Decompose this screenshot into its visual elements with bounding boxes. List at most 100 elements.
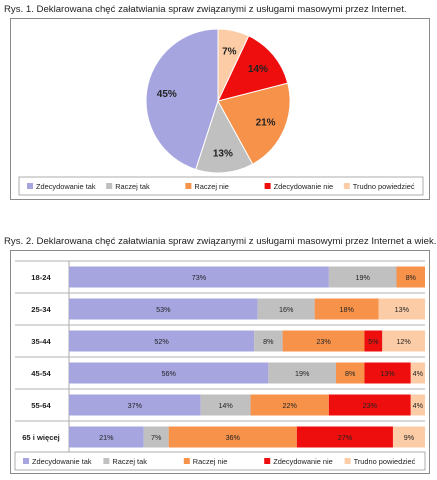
bar-raczej-tak-65-i-wiecej [143,426,169,448]
pie-chart-frame: 45% 13% 21% 14% 7% Zdecydowanie tak Raczej tak… [10,18,430,200]
pie-label-zdecydowanie-tak: 45% [157,89,177,100]
bar-trudno-powiedziec-25-34 [378,298,425,320]
legend-label-raczej-tak: Raczej tak [115,182,150,191]
stacked-bar-chart: 18-24 73% 19% 8% 25-34 53% 16% 18% 13% 35-44 52% 8%… [14,260,426,471]
category-label-45-54: 45-54 [31,369,51,378]
category-label-25-34: 25-34 [31,305,51,314]
bar-label-trudno-powiedziec-45-54: 4% [413,369,424,378]
legend-swatch-trudno-powiedziec [344,458,351,464]
pie-label-zdecydowanie-nie: 14% [248,64,268,75]
pie-slice-raczej-nie [217,82,291,165]
legend-swatch-trudno-powiedziec [343,183,350,189]
legend-label-trudno-powiedziec: Trudno powiedzieć [354,457,416,466]
bar-zdecydowanie-tak-65-i-wiecej [69,426,144,448]
bar-label-trudno-powiedziec-25-34: 13% [395,305,410,314]
bar-trudno-powiedziec-45-54 [410,362,425,384]
legend-label-raczej-nie: Raczej nie [194,182,229,191]
bar-raczej-tak-18-24 [328,266,397,288]
legend-swatch-raczej-nie [183,458,190,464]
figure-1-caption: Rys. 1. Deklarowana chęć załatwiania spr… [4,4,407,15]
legend-label-zdecydowanie-tak: Zdecydowanie tak [32,457,92,466]
pie-slice-zdecydowanie-tak [145,28,219,171]
bar-zdecydowanie-tak-35-44 [69,330,255,352]
bar-raczej-nie-55-64 [250,394,329,416]
bar-label-trudno-powiedziec-55-64: 4% [413,401,424,410]
bar-zdecydowanie-nie-35-44 [364,330,383,352]
bar-label-zdecydowanie-nie-45-54: 13% [380,369,395,378]
legend-label-raczej-tak: Raczej tak [112,457,147,466]
pie-label-trudno-powiedziec: 7% [222,46,237,57]
bar-label-zdecydowanie-tak-18-24: 73% [192,273,207,282]
legend-swatch-zdecydowanie-tak [23,458,29,464]
figure-2-caption: Rys. 2. Deklarowana chęć załatwiania spr… [4,236,437,247]
bar-raczej-tak-35-44 [254,330,283,352]
bar-label-raczej-tak-55-64: 14% [218,401,233,410]
bar-raczej-nie-45-54 [336,362,365,384]
bar-raczej-tak-55-64 [200,394,251,416]
pie-slice-raczej-tak [195,99,254,174]
bar-chart-frame: 18-24 73% 19% 8% 25-34 53% 16% 18% 13% 35-44 52% 8%… [10,250,430,474]
category-label-55-64: 55-64 [31,401,51,410]
bar-label-raczej-nie-35-44: 23% [316,337,331,346]
bar-raczej-nie-65-i-wiecej [168,426,297,448]
bar-label-raczej-tak-65-i-wiecej: 7% [151,433,162,442]
legend-label-zdecydowanie-tak: Zdecydowanie tak [36,182,96,191]
bar-label-zdecydowanie-tak-45-54: 56% [161,369,176,378]
bar-label-zdecydowanie-nie-55-64: 23% [363,401,378,410]
bar-label-raczej-tak-35-44: 8% [263,337,274,346]
bar-zdecydowanie-tak-25-34 [69,298,258,320]
bar-label-zdecydowanie-tak-25-34: 53% [156,305,171,314]
bar-zdecydowanie-nie-65-i-wiecej [296,426,393,448]
bar-label-zdecydowanie-nie-35-44: 5% [368,337,379,346]
bar-label-trudno-powiedziec-35-44: 12% [396,337,411,346]
bar-raczej-nie-25-34 [314,298,379,320]
legend-swatch-zdecydowanie-nie [264,183,271,189]
bar-label-trudno-powiedziec-65-i-wiecej: 9% [404,433,415,442]
legend: Zdecydowanie tak Raczej tak Raczej nie Zdec… [18,176,424,196]
pie-slice-zdecydowanie-nie [217,35,289,102]
category-label-35-44: 35-44 [31,337,51,346]
legend-frame [18,176,424,196]
bar-label-raczej-nie-65-i-wiecej: 36% [226,433,241,442]
legend-label-zdecydowanie-nie: Zdecydowanie nie [273,457,333,466]
legend: Zdecydowanie tak Raczej tak Raczej nie Zdec… [14,451,426,471]
pie-chart: 45% 13% 21% 14% 7% Zdecydowanie tak Raczej tak… [18,28,424,196]
bar-raczej-tak-45-54 [268,362,336,384]
bar-zdecydowanie-tak-18-24 [69,266,329,288]
legend-swatch-raczej-nie [185,183,192,189]
bar-label-raczej-nie-18-24: 8% [406,273,417,282]
bar-zdecydowanie-tak-45-54 [69,362,269,384]
bar-label-zdecydowanie-tak-35-44: 52% [154,337,169,346]
bar-label-raczej-tak-18-24: 19% [356,273,371,282]
pie-slice-trudno-powiedziec [217,28,250,102]
bar-label-raczej-tak-45-54: 19% [295,369,310,378]
legend-swatch-zdecydowanie-tak [27,183,33,189]
bar-label-raczej-nie-45-54: 8% [345,369,356,378]
bar-zdecydowanie-nie-45-54 [364,362,411,384]
bar-raczej-nie-18-24 [396,266,425,288]
bar-zdecydowanie-tak-55-64 [69,394,201,416]
bar-raczej-nie-35-44 [282,330,365,352]
bar-label-raczej-nie-55-64: 22% [283,401,298,410]
legend-swatch-raczej-tak [106,183,113,189]
bar-trudno-powiedziec-35-44 [382,330,425,352]
legend-label-raczej-nie: Raczej nie [193,457,228,466]
bar-label-raczej-nie-25-34: 18% [339,305,354,314]
pie-label-raczej-nie: 21% [256,118,276,129]
legend-swatch-zdecydowanie-nie [264,458,271,464]
bar-trudno-powiedziec-65-i-wiecej [392,426,425,448]
bar-label-zdecydowanie-tak-65-i-wiecej: 21% [99,433,114,442]
category-label-18-24: 18-24 [31,273,51,282]
pie-label-raczej-tak: 13% [213,149,233,160]
legend-swatch-raczej-tak [103,458,110,464]
bar-label-raczej-tak-25-34: 16% [279,305,294,314]
bar-label-zdecydowanie-tak-55-64: 37% [128,401,143,410]
bar-zdecydowanie-nie-55-64 [328,394,411,416]
legend-frame [14,451,426,471]
bar-raczej-tak-25-34 [257,298,315,320]
bar-label-zdecydowanie-nie-65-i-wiecej: 27% [338,433,353,442]
legend-label-zdecydowanie-nie: Zdecydowanie nie [274,182,334,191]
legend-label-trudno-powiedziec: Trudno powiedzieć [353,182,415,191]
bar-trudno-powiedziec-55-64 [410,394,425,416]
category-label-65-i-wiecej: 65 i więcej [22,433,60,442]
